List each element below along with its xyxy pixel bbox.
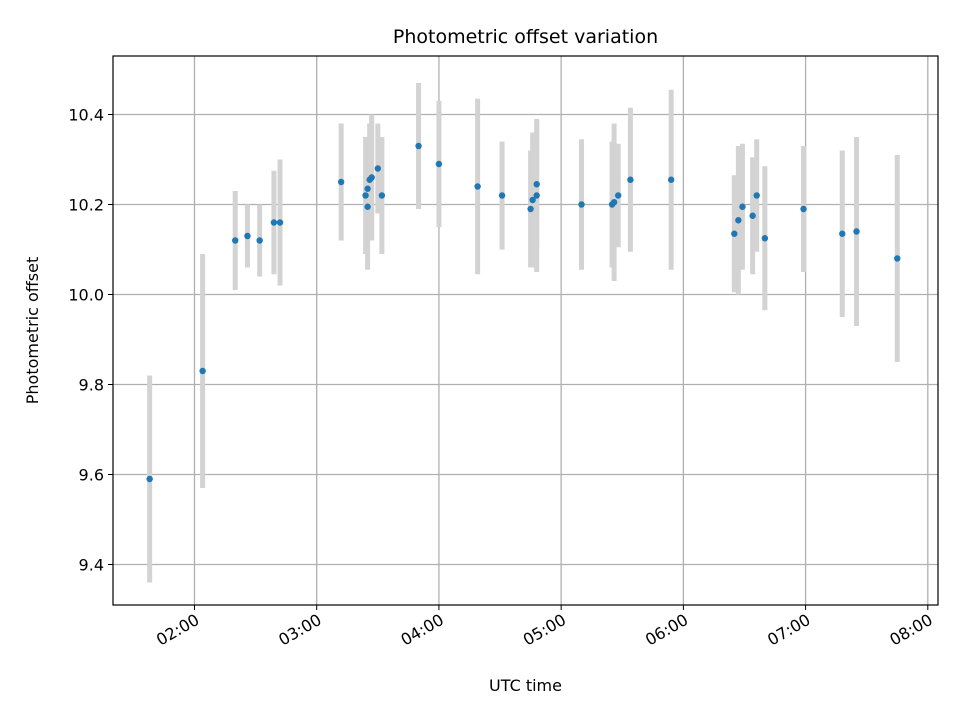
y-axis-title: Photometric offset bbox=[23, 257, 42, 405]
data-point bbox=[415, 142, 422, 150]
data-point bbox=[749, 212, 756, 219]
data-point bbox=[527, 205, 534, 213]
data-point bbox=[753, 192, 760, 199]
data-point bbox=[614, 192, 622, 199]
data-point bbox=[362, 192, 369, 199]
data-point bbox=[739, 203, 746, 210]
x-axis-title: UTC time bbox=[489, 676, 562, 695]
x-tick-label: 03:00 bbox=[275, 610, 324, 650]
x-tick-label: 05:00 bbox=[520, 610, 569, 650]
y-tick-label: 10.0 bbox=[68, 286, 104, 305]
data-point bbox=[800, 205, 807, 213]
data-point bbox=[368, 174, 375, 181]
data-point bbox=[498, 192, 506, 199]
data-point bbox=[839, 230, 846, 237]
grid bbox=[113, 56, 938, 605]
chart-title: Photometric offset variation bbox=[393, 26, 658, 48]
y-tick-label: 9.6 bbox=[79, 466, 104, 485]
x-tick-label: 06:00 bbox=[642, 610, 691, 650]
data-point bbox=[435, 160, 443, 168]
y-tick-label: 10.2 bbox=[68, 196, 104, 215]
data-point bbox=[199, 367, 206, 375]
data-point bbox=[533, 192, 540, 199]
data-point bbox=[337, 178, 345, 186]
data-point bbox=[735, 217, 742, 224]
data-point bbox=[364, 185, 371, 192]
data-point bbox=[232, 237, 239, 244]
y-tick-label: 9.4 bbox=[79, 556, 104, 575]
data-point bbox=[667, 176, 675, 183]
data-point bbox=[364, 203, 371, 210]
data-point bbox=[270, 219, 278, 226]
data-point bbox=[853, 228, 860, 235]
x-tick-label: 08:00 bbox=[886, 610, 935, 650]
data-point bbox=[578, 201, 585, 208]
x-tick-label: 07:00 bbox=[764, 610, 813, 650]
data-point bbox=[731, 230, 738, 237]
data-point bbox=[627, 176, 634, 183]
plot-area-frame bbox=[112, 55, 939, 606]
data-point bbox=[276, 219, 284, 226]
data-point bbox=[761, 235, 769, 242]
data-point bbox=[533, 181, 540, 188]
data-point bbox=[894, 255, 901, 262]
data-point bbox=[374, 165, 382, 172]
data-point bbox=[474, 183, 481, 190]
data-points bbox=[146, 142, 901, 483]
data-point bbox=[529, 196, 536, 204]
data-point bbox=[256, 237, 263, 244]
error-bars bbox=[147, 83, 900, 583]
x-tick-label: 02:00 bbox=[153, 610, 202, 650]
data-point bbox=[378, 192, 386, 199]
data-point bbox=[610, 199, 618, 206]
x-tick-label: 04:00 bbox=[397, 610, 446, 650]
data-point bbox=[244, 232, 251, 240]
y-tick-label: 9.8 bbox=[79, 376, 104, 395]
data-point bbox=[146, 475, 153, 483]
y-tick-label: 10.4 bbox=[68, 106, 104, 125]
